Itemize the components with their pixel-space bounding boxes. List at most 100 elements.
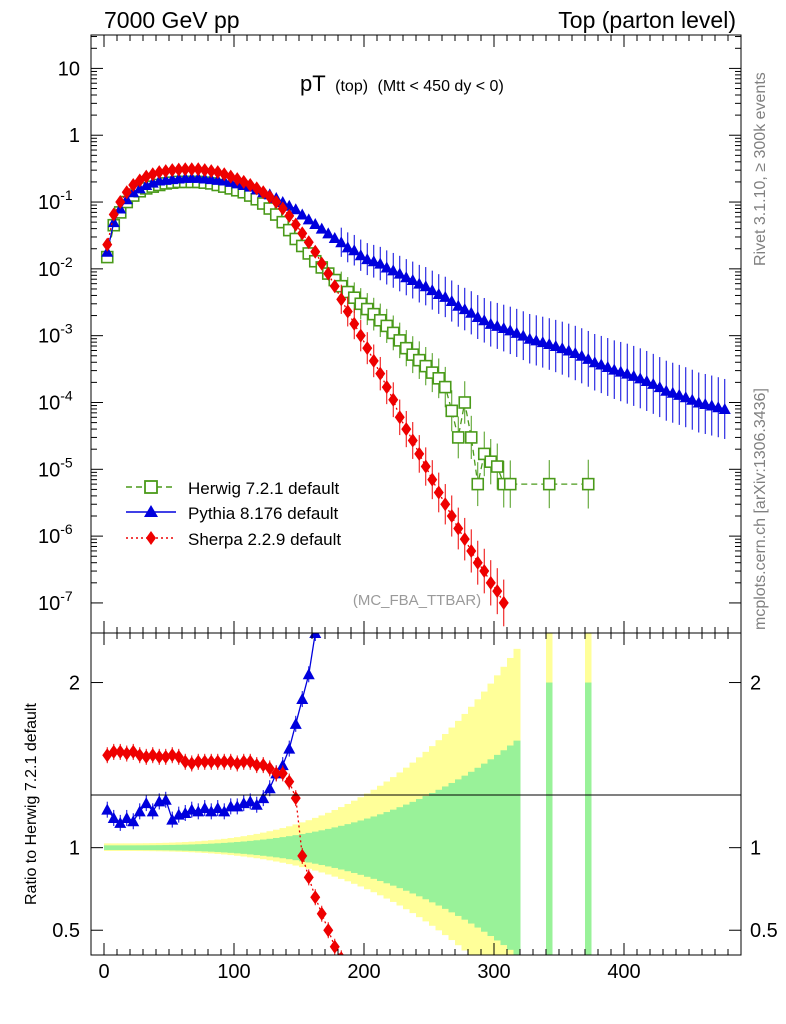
pythia-main-point — [400, 271, 413, 283]
pythia-ratio-point — [146, 805, 159, 817]
y-tick-label: 1 — [69, 125, 80, 147]
ratio-y-tick-label-right: 2 — [750, 673, 761, 695]
pythia-main-point — [510, 326, 523, 338]
pythia-ratio-point — [218, 805, 231, 817]
sherpa-main-point — [420, 459, 431, 474]
sherpa-main-point — [472, 555, 483, 570]
ratio-band-green — [175, 844, 183, 851]
ratio-band-green — [513, 740, 521, 955]
sherpa-ratio-point — [277, 766, 288, 781]
sherpa-ratio-point — [173, 749, 184, 764]
pythia-ratio-point — [140, 797, 153, 809]
x-tick-label: 200 — [347, 961, 380, 983]
ratio-band-green — [273, 837, 280, 858]
sherpa-main-point — [115, 195, 126, 210]
pythia-main-point — [653, 381, 666, 393]
pythia-main-point — [328, 231, 341, 243]
pythia-ratio-point — [107, 811, 120, 823]
pythia-main-point — [679, 391, 692, 403]
pythia-main-point — [647, 377, 660, 389]
sherpa-ratio-point — [167, 748, 178, 763]
sherpa-ratio-point — [284, 774, 295, 789]
pythia-main-point — [367, 255, 380, 267]
legend-sherpa-marker — [146, 531, 156, 545]
ratio-band-green — [351, 822, 358, 873]
pythia-main-point — [556, 342, 569, 354]
pythia-main-point — [562, 344, 575, 356]
y-tick-label: 10-3 — [38, 321, 73, 348]
sherpa-main-point — [446, 509, 457, 524]
pythia-ratio-point — [244, 795, 257, 807]
pythia-main-point — [543, 338, 556, 350]
pythia-main-point — [478, 314, 491, 326]
sherpa-main-point — [323, 266, 334, 281]
sherpa-ratio-point — [115, 744, 126, 759]
herwig-main-point — [451, 431, 465, 444]
pythia-main-point — [374, 257, 387, 269]
y-tick-label: 10 — [58, 58, 80, 80]
sherpa-main-point — [342, 304, 353, 319]
pythia-main-point — [302, 213, 315, 225]
pythia-main-point — [484, 317, 497, 329]
ratio-band-green — [455, 779, 462, 916]
ratio-band-green — [136, 845, 144, 851]
herwig-main-point — [471, 477, 485, 491]
herwig-main-point — [393, 334, 407, 347]
y-tick-label: 10-1 — [38, 187, 73, 214]
sherpa-ratio-point — [238, 754, 249, 769]
sherpa-ratio-point — [338, 951, 344, 955]
pythia-main-point — [666, 386, 679, 398]
sherpa-main-point — [186, 162, 197, 177]
sherpa-main-point — [329, 279, 340, 294]
pythia-main-point — [315, 222, 328, 234]
pythia-ratio-point — [231, 800, 244, 812]
ratio-y-tick-label-right: 1 — [750, 838, 761, 860]
legend-sherpa-label: Sherpa 2.2.9 default — [188, 530, 341, 549]
sherpa-main-point — [401, 422, 412, 437]
pythia-main-point — [309, 217, 322, 229]
herwig-main-point — [380, 319, 394, 333]
sherpa-main-point — [297, 226, 308, 241]
herwig-main-point — [419, 359, 433, 373]
pythia-ratio-point — [250, 798, 263, 810]
ratio-band-green — [416, 799, 423, 897]
legend-pythia-label: Pythia 8.176 default — [188, 504, 339, 523]
ratio-band-green — [546, 682, 553, 955]
pythia-main-point — [614, 365, 627, 377]
pythia-main-point — [497, 322, 510, 334]
ratio-band-green — [403, 804, 410, 891]
pythia-main-point — [634, 372, 647, 384]
pythia-ratio-point — [179, 806, 192, 818]
pythia-ratio-point — [120, 811, 133, 823]
sherpa-ratio-point — [219, 754, 230, 769]
ratio-band-green — [318, 830, 326, 866]
ratio-band-green — [500, 750, 508, 946]
y-tick-label: 10-7 — [38, 588, 73, 615]
ratio-band-green — [227, 842, 235, 853]
pythia-ratio-point — [198, 802, 211, 814]
sherpa-main-point — [193, 162, 204, 177]
pythia-ratio-point — [263, 782, 276, 794]
ratio-band-green — [182, 844, 189, 851]
sherpa-main-point — [121, 185, 132, 200]
herwig-main-point — [386, 326, 400, 340]
herwig-main-point — [477, 447, 491, 461]
sherpa-main-point — [427, 472, 438, 487]
sherpa-main-point — [414, 446, 425, 461]
pythia-main-point — [718, 402, 731, 414]
pythia-main-point — [296, 208, 309, 220]
herwig-main-point — [438, 380, 452, 394]
sherpa-ratio-point — [212, 754, 223, 769]
x-tick-label: 100 — [217, 961, 250, 983]
header-left: 7000 GeV pp — [104, 7, 240, 33]
ratio-band-green — [292, 835, 300, 861]
ratio-band-green — [149, 845, 157, 851]
ratio-ylabel: Ratio to Herwig 7.2.1 default — [23, 703, 40, 905]
sherpa-main-point — [284, 208, 295, 223]
ratio-band-green — [585, 682, 592, 955]
y-tick-label: 10-2 — [38, 254, 73, 281]
pythia-ratio-point — [205, 805, 218, 817]
sherpa-main-point — [160, 164, 171, 179]
ratio-band-green — [110, 845, 118, 850]
ratio-band-green — [429, 792, 436, 903]
